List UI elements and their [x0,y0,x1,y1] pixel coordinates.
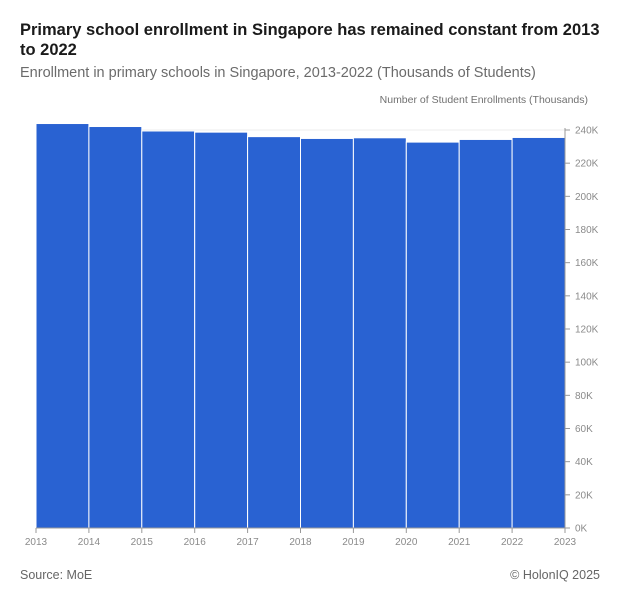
x-tick-label: 2019 [342,537,365,548]
y-tick-label: 140K [575,291,599,302]
source-note: Source: MoE [20,568,93,582]
y-tick-label: 0K [575,524,588,535]
bar [141,130,196,529]
y-tick-label: 80K [575,391,593,402]
x-tick-label: 2015 [131,537,154,548]
chart-title: Primary school enrollment in Singapore h… [20,21,600,59]
chart-subtitle: Enrollment in primary schools in Singapo… [20,65,536,81]
x-tick-label: 2016 [184,537,207,548]
bar [511,136,566,529]
x-tick-label: 2018 [289,537,312,548]
bar [405,141,460,529]
bar [300,137,354,529]
x-tick-label: 2013 [25,537,48,548]
x-tick-label: 2020 [395,537,418,548]
y-tick-label: 220K [575,159,599,170]
x-tick-label: 2023 [554,537,577,548]
y-tick-label: 60K [575,424,593,435]
x-tick-label: 2022 [501,537,524,548]
y-axis-title: Number of Student Enrollments (Thousands… [379,94,588,106]
bar [352,137,407,529]
y-tick-label: 160K [575,258,599,269]
y-tick-label: 180K [575,225,599,236]
bars [35,123,566,529]
y-tick-label: 100K [575,358,599,369]
y-tick-label: 200K [575,192,599,203]
copyright-note: © HolonIQ 2025 [510,568,600,582]
x-tick-labels: 2013 2014 2015 2016 2017 2018 2019 2020 2021 2022… [25,537,577,548]
y-tick-label: 40K [575,457,593,468]
y-tick-label: 240K [575,126,599,137]
bar [458,138,513,529]
bar [35,123,90,529]
y-tick-label: 20K [575,490,593,501]
bar [88,126,143,529]
bar [194,131,249,529]
bar [247,136,302,529]
x-tick-label: 2021 [448,537,471,548]
x-tick-label: 2014 [78,537,101,548]
x-tick-label: 2017 [236,537,259,548]
axes [35,128,570,533]
y-tick-labels: 0K 20K 40K 60K 80K 100K 120K 140K 160K 180K 200K 22… [575,126,599,535]
y-tick-label: 120K [575,325,599,336]
